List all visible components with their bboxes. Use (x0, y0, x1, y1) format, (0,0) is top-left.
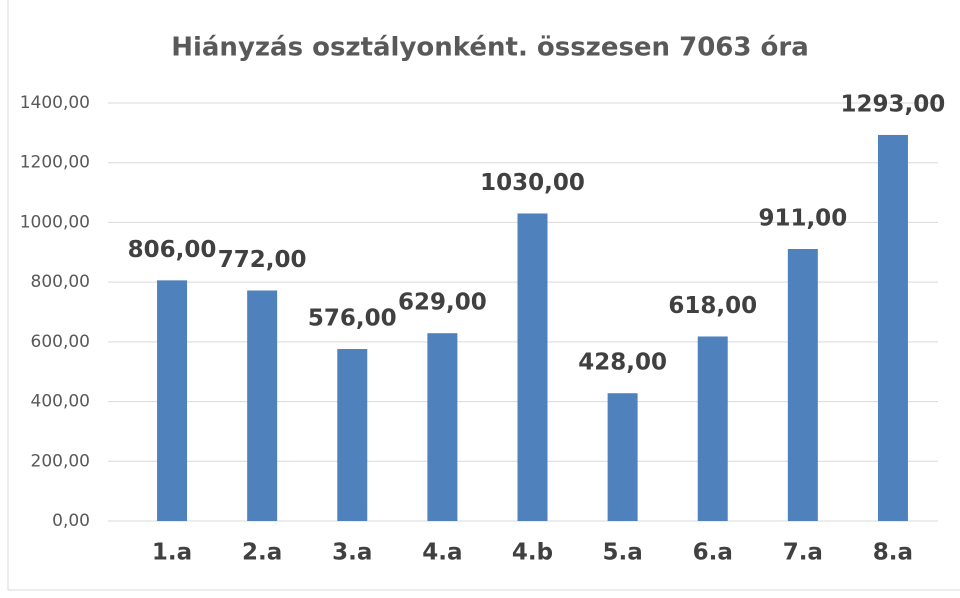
chart-title: Hiányzás osztályonként. összesen 7063 ór… (171, 33, 809, 63)
y-tick-label: 0,00 (52, 511, 90, 531)
bar (247, 290, 278, 521)
value-label: 618,00 (668, 293, 757, 319)
x-tick-label: 5.a (602, 540, 642, 566)
y-tick-label: 1200,00 (20, 153, 90, 173)
bar (517, 213, 548, 521)
bar (427, 333, 458, 521)
value-label: 629,00 (398, 290, 487, 316)
value-label: 1030,00 (480, 170, 585, 196)
value-label: 576,00 (308, 306, 397, 332)
value-label: 1293,00 (841, 91, 946, 117)
bar (607, 393, 638, 521)
value-label: 911,00 (758, 206, 847, 232)
value-label: 428,00 (578, 350, 667, 376)
bar (697, 336, 728, 521)
x-tick-label: 7.a (783, 540, 823, 566)
y-tick-label: 1000,00 (20, 212, 90, 232)
bar (337, 349, 368, 521)
x-tick-label: 6.a (693, 540, 733, 566)
x-tick-label: 4.a (422, 540, 462, 566)
bar (787, 249, 818, 521)
y-tick-label: 600,00 (31, 332, 90, 352)
x-tick-label: 2.a (242, 540, 282, 566)
bar (877, 134, 908, 521)
y-tick-label: 200,00 (31, 451, 90, 471)
x-tick-label: 3.a (332, 540, 372, 566)
y-tick-label: 400,00 (31, 392, 90, 412)
y-tick-label: 800,00 (31, 272, 90, 292)
value-label: 772,00 (218, 247, 307, 273)
x-tick-label: 4.b (512, 540, 553, 566)
x-tick-label: 8.a (873, 540, 913, 566)
bar (157, 280, 188, 521)
y-tick-label: 1400,00 (20, 93, 90, 113)
value-label: 806,00 (128, 237, 217, 263)
x-tick-label: 1.a (152, 540, 192, 566)
